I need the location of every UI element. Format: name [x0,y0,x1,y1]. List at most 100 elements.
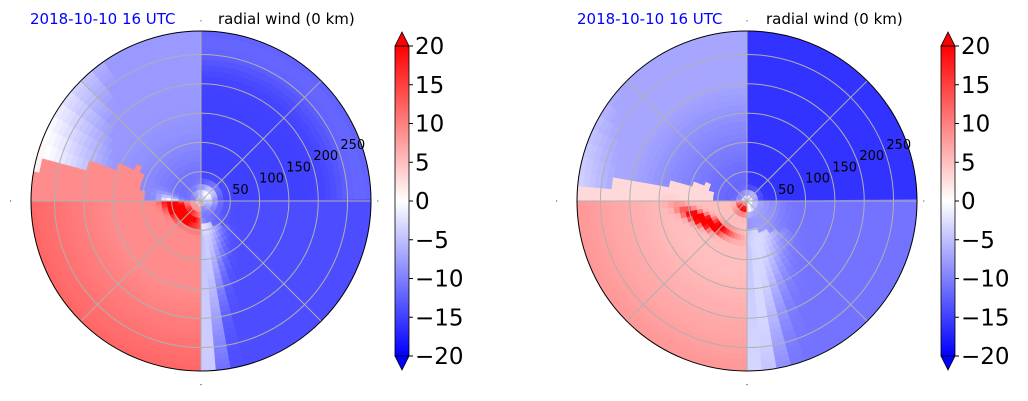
field-cell [799,45,817,58]
field-cell [195,149,201,156]
field-cell [597,253,609,270]
field-cell [282,159,293,170]
field-cell [605,212,614,228]
field-cell [751,251,758,259]
field-cell [105,58,122,72]
field-cell [127,283,141,295]
field-cell [333,134,346,151]
field-cell [755,295,766,304]
field-cell [313,284,328,300]
field-cell [665,312,681,325]
polar-panel-left: 2018-10-10 16 UTC radial wind (0 km) 501… [9,10,464,386]
field-cell [181,186,188,192]
colorbar-tick-label: −20 [415,344,464,370]
field-cell [828,308,844,323]
field-cell [690,294,703,305]
field-cell [104,157,114,169]
field-cell [883,117,897,134]
field-cell [107,149,118,162]
field-cell [63,236,74,251]
field-cell [748,177,752,185]
field-cell [271,316,288,330]
field-cell [598,103,613,121]
field-cell [287,69,304,84]
field-cell [131,279,144,291]
field-cell [271,179,280,189]
field-cell [638,305,654,320]
field-cell [126,201,134,209]
field-cell [201,206,204,213]
field-cell [201,296,211,304]
field-cell [587,201,595,217]
field-cell [661,193,668,202]
field-cell [871,108,885,125]
field-cell [730,219,736,227]
field-cell [228,217,237,225]
field-cell [201,201,208,204]
field-cell [157,214,166,221]
field-cell [628,148,640,162]
field-cell [274,193,281,201]
field-cell [244,208,252,215]
field-cell [810,55,827,69]
field-cell [700,99,713,109]
field-cell [672,194,680,202]
field-cell [318,142,330,157]
field-cell [323,259,336,275]
field-cell [725,318,738,326]
field-cell [700,74,715,85]
field-cell [242,349,259,361]
field-cell [234,98,247,109]
field-cell [885,251,898,269]
field-cell [188,267,196,276]
field-cell [156,104,169,115]
field-cell [205,194,212,199]
field-cell [595,226,606,243]
field-cell [837,191,844,201]
field-cell [139,67,155,79]
field-cell [155,197,162,202]
field-cell [825,248,837,260]
field-cell [191,193,197,198]
field-cell [266,181,275,190]
theta-tick-mark [320,80,322,82]
field-cell [729,202,737,206]
field-cell [77,269,91,284]
field-cell [184,193,191,198]
field-cell [807,107,821,119]
field-cell [66,140,78,156]
field-cell [796,56,812,68]
field-cell [210,205,218,210]
field-cell [724,323,738,332]
field-cell [211,59,226,68]
field-cell [353,199,361,215]
field-cell [740,274,748,281]
field-cell [181,93,193,101]
field-cell [56,136,68,152]
field-cell [761,216,768,224]
field-cell [190,319,203,327]
field-cell [274,200,281,208]
field-cell [177,182,184,189]
field-cell [757,317,770,326]
field-cell [220,186,228,192]
field-cell [69,80,85,97]
field-cell [251,204,259,211]
theta-tick-mark [377,200,379,202]
field-cell [319,188,327,201]
field-cell [753,115,762,123]
field-cell [187,208,194,214]
field-cell [211,196,219,200]
field-cell [835,253,847,267]
field-cell [657,142,669,154]
field-cell [735,179,740,187]
field-cell [212,219,218,227]
field-cell [758,163,765,171]
field-cell [188,336,203,344]
field-cell [305,294,320,310]
field-cell [121,207,129,216]
field-cell [738,210,743,218]
field-cell [689,196,697,202]
field-cell [629,109,643,125]
field-cell [773,32,792,43]
